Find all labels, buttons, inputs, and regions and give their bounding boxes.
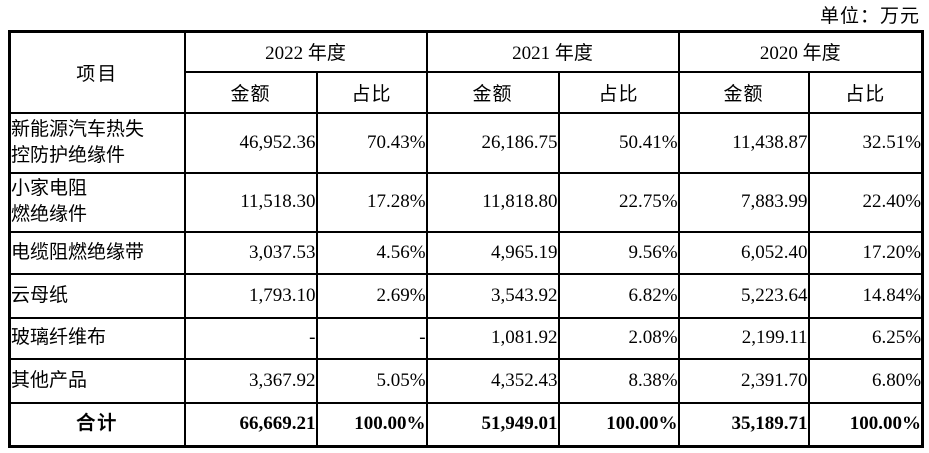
amount-2021: 1,081.92 — [425, 316, 560, 360]
amount-2022: 46,952.36 — [183, 111, 318, 174]
amount-2020: 2,391.70 — [677, 357, 810, 404]
ratio-2022: 4.56% — [315, 230, 428, 275]
amount-2020: 5,223.64 — [677, 272, 810, 319]
amount-2021: 4,352.43 — [425, 357, 560, 404]
product-name: 新能源汽车热失 控防护绝缘件 — [8, 111, 186, 174]
year-header-2021: 2021 年度 — [425, 30, 680, 73]
table-row: 小家电阻 燃绝缘件 11,518.30 17.28% 11,818.80 22.… — [8, 171, 924, 233]
ratio-2020: 17.20% — [807, 230, 924, 275]
amount-2021: 26,186.75 — [425, 111, 560, 174]
total-ratio-2022: 100.00% — [315, 401, 428, 448]
header-row-years: 项目 2022 年度 2021 年度 2020 年度 — [8, 30, 924, 114]
ratio-header-2020: 占比 — [807, 70, 924, 114]
table-row: 电缆阻燃绝缘带 3,037.53 4.56% 4,965.19 9.56% 6,… — [8, 230, 924, 275]
total-ratio-2020: 100.00% — [807, 401, 924, 448]
ratio-2021: 2.08% — [557, 316, 680, 360]
product-name: 云母纸 — [8, 272, 186, 319]
total-amount-2021: 51,949.01 — [425, 401, 560, 448]
ratio-2020: 6.80% — [807, 357, 924, 404]
year-header-2022: 2022 年度 — [183, 30, 428, 73]
amount-2022: 3,037.53 — [183, 230, 318, 275]
product-name: 玻璃纤维布 — [8, 316, 186, 360]
unit-label: 单位：万元 — [819, 6, 920, 27]
product-name: 电缆阻燃绝缘带 — [8, 230, 186, 275]
amount-2020: 2,199.11 — [677, 316, 810, 360]
amount-header-2022: 金额 — [183, 70, 318, 114]
ratio-2021: 9.56% — [557, 230, 680, 275]
ratio-2021: 8.38% — [557, 357, 680, 404]
header-row-subcolumns: 金额 占比 金额 占比 金额 占比 — [10, 70, 924, 114]
amount-header-2021: 金额 — [425, 70, 560, 114]
ratio-2020: 32.51% — [807, 111, 924, 174]
total-label: 合计 — [8, 401, 186, 448]
ratio-2022: 17.28% — [315, 171, 428, 233]
amount-2022: 11,518.30 — [183, 171, 318, 233]
ratio-2020: 6.25% — [807, 316, 924, 360]
table-row: 云母纸 1,793.10 2.69% 3,543.92 6.82% 5,223.… — [8, 272, 924, 319]
table-row: 玻璃纤维布 - - 1,081.92 2.08% 2,199.11 6.25% — [8, 316, 924, 360]
table-row: 新能源汽车热失 控防护绝缘件 46,952.36 70.43% 26,186.7… — [8, 111, 924, 174]
amount-2022: 1,793.10 — [183, 272, 318, 319]
amount-2021: 3,543.92 — [425, 272, 560, 319]
ratio-header-2021: 占比 — [557, 70, 680, 114]
amount-2021: 11,818.80 — [425, 171, 560, 233]
amount-2020: 11,438.87 — [677, 111, 810, 174]
ratio-header-2022: 占比 — [315, 70, 428, 114]
amount-2022: 3,367.92 — [183, 357, 318, 404]
ratio-2020: 22.40% — [807, 171, 924, 233]
ratio-2022: - — [315, 316, 428, 360]
item-column-header: 项目 — [8, 30, 186, 114]
amount-2020: 6,052.40 — [677, 230, 810, 275]
ratio-2022: 70.43% — [315, 111, 428, 174]
amount-header-2020: 金额 — [677, 70, 810, 114]
revenue-by-product-table: 项目 2022 年度 2021 年度 2020 年度 金额 占比 金额 占比 金… — [8, 30, 925, 448]
total-amount-2022: 66,669.21 — [183, 401, 318, 448]
amount-2021: 4,965.19 — [425, 230, 560, 275]
ratio-2021: 22.75% — [557, 171, 680, 233]
ratio-2022: 2.69% — [315, 272, 428, 319]
total-row: 合计 66,669.21 100.00% 51,949.01 100.00% 3… — [8, 401, 924, 448]
total-amount-2020: 35,189.71 — [677, 401, 810, 448]
ratio-2022: 5.05% — [315, 357, 428, 404]
product-name: 小家电阻 燃绝缘件 — [8, 171, 186, 233]
ratio-2020: 14.84% — [807, 272, 924, 319]
amount-2020: 7,883.99 — [677, 171, 810, 233]
ratio-2021: 50.41% — [557, 111, 680, 174]
total-ratio-2021: 100.00% — [557, 401, 680, 448]
product-name: 其他产品 — [8, 357, 186, 404]
ratio-2021: 6.82% — [557, 272, 680, 319]
amount-2022: - — [183, 316, 318, 360]
table-row: 其他产品 3,367.92 5.05% 4,352.43 8.38% 2,391… — [8, 357, 924, 404]
year-header-2020: 2020 年度 — [677, 30, 924, 73]
